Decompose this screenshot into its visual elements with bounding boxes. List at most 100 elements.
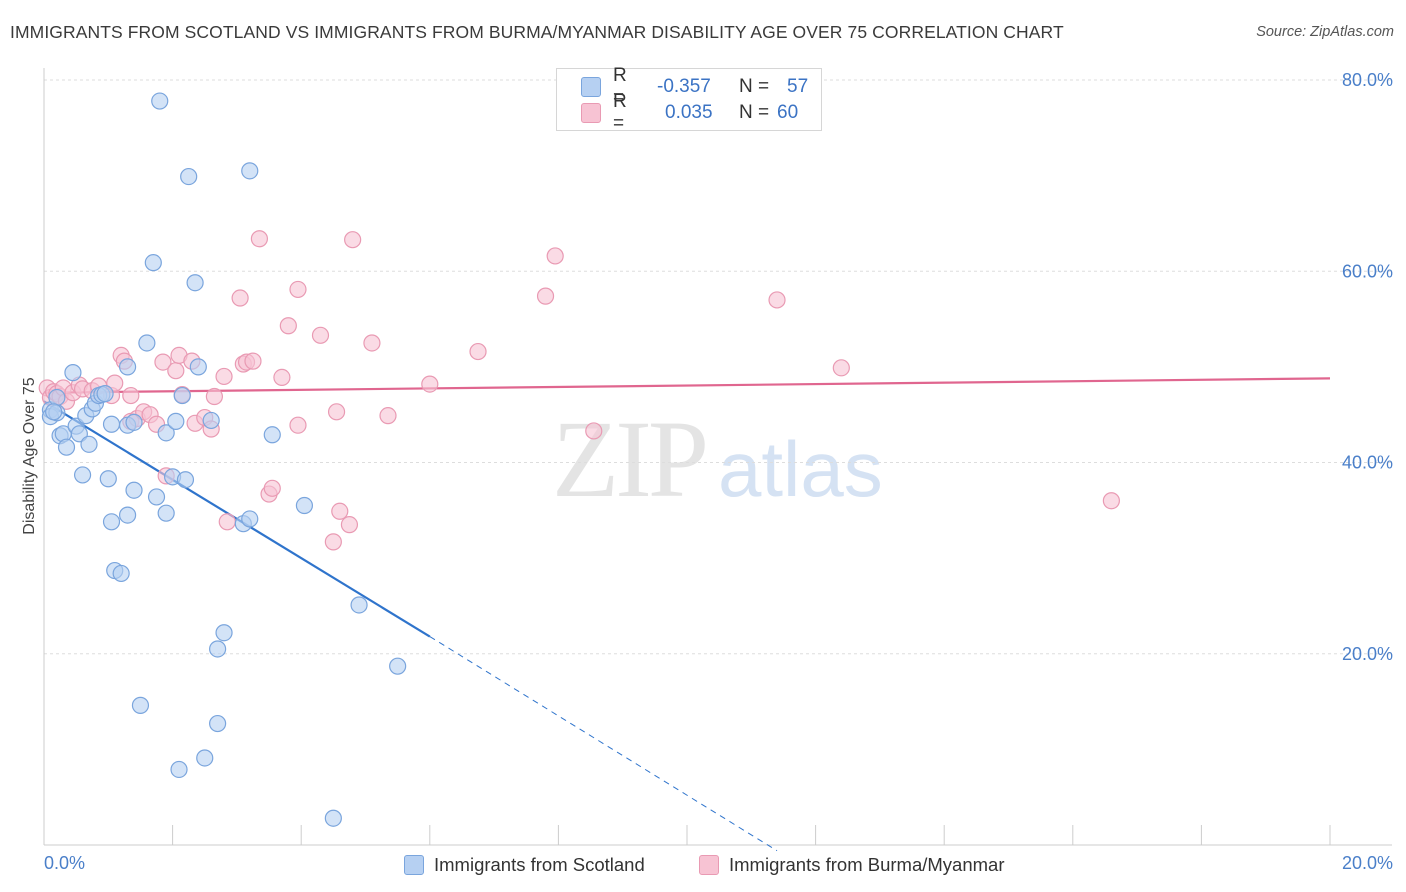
- stats-legend: R = -0.357 N = 57 R = 0.035 N = 60: [556, 65, 822, 134]
- source-label[interactable]: Source: ZipAtlas.com: [1256, 24, 1394, 40]
- scotland-point: [147, 488, 166, 506]
- burma-point: [122, 386, 140, 405]
- scotland-trend-extension: [429, 636, 778, 852]
- scotland-point: [118, 358, 137, 376]
- scotland-point: [99, 470, 117, 488]
- chart-title: IMMIGRANTS FROM SCOTLAND VS IMMIGRANTS F…: [10, 22, 1064, 42]
- y-tick-label: 20.0%: [1342, 644, 1393, 664]
- scotland-point: [186, 274, 204, 292]
- n-label: N =: [739, 76, 770, 97]
- burma-point: [832, 359, 850, 377]
- legend-item-scotland[interactable]: Immigrants from Scotland: [404, 852, 645, 878]
- y-tick-label: 60.0%: [1342, 261, 1393, 281]
- scotland-point: [167, 412, 185, 430]
- x-tick-label: 20.0%: [1342, 853, 1393, 873]
- scotland-point: [263, 426, 281, 444]
- scotland-point: [196, 749, 214, 767]
- scotland-point: [189, 358, 207, 376]
- scotland-point: [295, 496, 314, 515]
- legend-label: Immigrants from Burma/Myanmar: [729, 854, 1005, 875]
- burma-point: [279, 317, 297, 335]
- burma-point: [768, 291, 786, 309]
- burma-point: [311, 326, 330, 344]
- burma-point: [340, 516, 359, 534]
- legend-item-burma[interactable]: Immigrants from Burma/Myanmar: [699, 852, 1005, 878]
- burma-point: [215, 367, 233, 386]
- burma-point: [106, 374, 124, 392]
- burma-swatch: [581, 103, 601, 123]
- scotland-point: [209, 714, 227, 733]
- scotland-point: [157, 504, 175, 522]
- burma-point: [250, 230, 269, 248]
- scotland-point: [125, 413, 143, 431]
- watermark-zip: ZIP: [552, 398, 709, 520]
- y-axis-title: Disability Age Over 75: [21, 377, 38, 535]
- burma-swatch: [699, 855, 719, 875]
- r-value: -0.357: [657, 76, 711, 97]
- burma-point: [154, 353, 172, 371]
- scotland-point: [241, 510, 259, 528]
- scotland-point: [241, 162, 259, 180]
- legend-label: Immigrants from Scotland: [434, 854, 645, 875]
- burma-point: [231, 289, 249, 307]
- burma-point: [167, 362, 185, 380]
- scotland-point: [80, 435, 98, 453]
- scotland-point: [138, 334, 156, 352]
- scotland-point: [151, 92, 169, 110]
- burma-point: [546, 247, 564, 265]
- trend-lines: [43, 377, 1331, 852]
- burma-point: [324, 533, 342, 551]
- burma-point: [331, 502, 349, 520]
- burma-point: [273, 368, 291, 386]
- burma-point: [469, 342, 487, 361]
- legend-row-scotland: R = -0.357 N = 57: [581, 65, 809, 108]
- burma-point: [1102, 492, 1120, 510]
- burma-point: [379, 407, 397, 425]
- scotland-point: [144, 254, 162, 272]
- scotland-point: [389, 657, 407, 675]
- burma-trend-line: [43, 377, 1331, 394]
- scotland-point: [112, 564, 130, 583]
- x-tick-label: 0.0%: [44, 853, 85, 873]
- legend-row-burma: R = 0.035 N = 60: [581, 91, 799, 134]
- tick-labels: 20.0% 40.0% 60.0% 80.0% 0.0% 20.0%: [44, 70, 1393, 873]
- scotland-point: [173, 386, 191, 405]
- y-tick-label: 80.0%: [1342, 70, 1393, 90]
- burma-point: [344, 231, 362, 249]
- burma-point: [205, 387, 223, 406]
- scotland-point: [102, 415, 121, 433]
- scotland-point: [180, 167, 198, 186]
- burma-point: [421, 375, 439, 393]
- burma-point: [327, 403, 346, 421]
- scotland-point: [176, 471, 195, 489]
- scotland-swatch: [404, 855, 424, 875]
- scotland-point: [57, 438, 76, 456]
- scotland-point: [64, 364, 82, 382]
- n-label: N =: [739, 102, 770, 123]
- r-label: R =: [613, 65, 627, 108]
- r-value: 0.035: [665, 102, 713, 123]
- scotland-point: [102, 513, 121, 531]
- scotland-point: [324, 809, 342, 827]
- scotland-point: [209, 640, 227, 658]
- scotland-point: [131, 696, 150, 714]
- n-value: 60: [777, 102, 799, 123]
- scotland-point: [157, 424, 175, 442]
- scotland-point: [70, 425, 88, 443]
- scotland-point: [170, 760, 188, 779]
- scotland-point: [96, 385, 114, 403]
- burma-point: [289, 416, 307, 434]
- r-label: R =: [613, 91, 627, 134]
- axes: [43, 68, 1392, 846]
- burma-point: [263, 479, 281, 497]
- n-value: 57: [787, 76, 809, 97]
- scotland-point: [48, 388, 66, 407]
- burma-point: [585, 422, 603, 440]
- scotland-point: [215, 624, 233, 642]
- burma-point: [536, 287, 555, 305]
- y-tick-label: 40.0%: [1342, 453, 1393, 473]
- data-points: [38, 92, 1120, 827]
- burma-point: [289, 280, 307, 299]
- scotland-point: [118, 506, 137, 524]
